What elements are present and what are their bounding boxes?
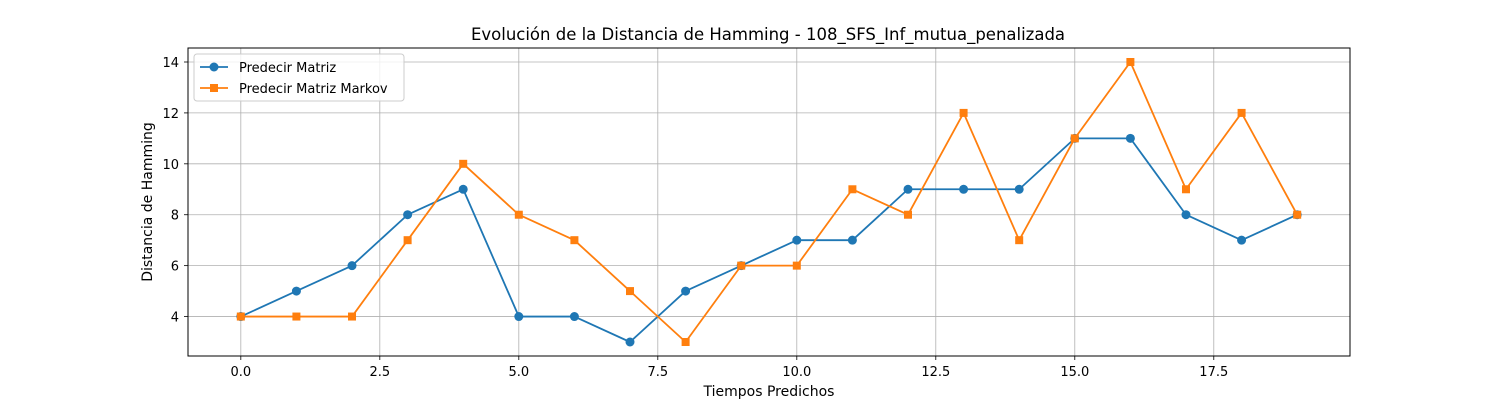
y-tick-label: 4	[171, 311, 179, 326]
legend-item: Predecir Matriz Markov	[200, 82, 388, 97]
data-point	[681, 338, 690, 346]
data-point	[348, 312, 357, 321]
legend: Predecir Matriz Predecir Matriz Markov	[193, 53, 405, 102]
y-axis-label: Distancia de Hamming	[140, 122, 156, 282]
y-tick-label: 10	[162, 158, 179, 173]
legend-label: Predecir Matriz Markov	[239, 82, 388, 97]
data-point	[1015, 236, 1024, 245]
data-point	[848, 185, 857, 194]
data-point	[1237, 108, 1246, 117]
x-tick-label: 17.5	[1199, 365, 1228, 380]
y-tick-label: 8	[171, 209, 179, 224]
x-axis-label: Tiempos Predichos	[703, 384, 835, 400]
data-point	[292, 312, 301, 321]
data-point	[681, 286, 691, 296]
data-point	[737, 261, 746, 270]
y-tick-label: 14	[162, 56, 179, 71]
data-point	[1237, 235, 1247, 245]
plot-frame	[187, 47, 1351, 357]
data-point	[1181, 185, 1190, 194]
data-point	[514, 312, 524, 322]
data-point	[569, 312, 579, 322]
x-tick-label: 15.0	[1060, 365, 1089, 380]
data-point	[459, 159, 468, 168]
data-point	[1125, 133, 1135, 143]
data-point	[1070, 134, 1079, 143]
data-point	[625, 337, 635, 347]
data-point	[514, 210, 523, 219]
data-point	[903, 210, 912, 219]
legend-item: Predecir Matriz	[200, 61, 336, 76]
y-axis: 4 6 8 10 12 14	[162, 56, 188, 326]
series-1	[236, 58, 1302, 346]
data-point	[626, 287, 635, 296]
x-tick-label: 12.5	[921, 365, 950, 380]
series-0	[236, 133, 1302, 347]
x-axis: 0.0 2.5 5.0 7.5 10.0 12.5 15.0 17.5	[230, 356, 1228, 380]
data-point	[847, 235, 857, 245]
x-tick-label: 10.0	[782, 365, 811, 380]
data-point	[1293, 210, 1302, 219]
data-point	[1181, 210, 1191, 220]
x-tick-label: 5.0	[508, 365, 529, 380]
data-point	[903, 184, 913, 194]
data-point	[1126, 58, 1135, 66]
data-point	[403, 210, 413, 220]
data-point	[347, 261, 357, 271]
data-point	[792, 235, 802, 245]
x-tick-label: 2.5	[369, 365, 390, 380]
legend-box	[193, 53, 405, 102]
data-point	[570, 236, 579, 245]
data-point	[403, 236, 412, 245]
data-point	[959, 108, 968, 117]
series-line	[240, 61, 1298, 343]
data-point	[291, 286, 301, 296]
series-line	[240, 137, 1298, 343]
series-layer	[236, 58, 1302, 347]
y-tick-label: 12	[162, 107, 179, 122]
y-tick-label: 6	[171, 260, 179, 275]
x-tick-label: 7.5	[647, 365, 668, 380]
data-point	[792, 261, 801, 270]
x-tick-label: 0.0	[230, 365, 251, 380]
data-point	[458, 184, 468, 194]
data-point	[1014, 184, 1024, 194]
data-point	[959, 184, 969, 194]
legend-label: Predecir Matriz	[239, 61, 336, 76]
data-point	[236, 312, 245, 321]
legend-marker	[209, 62, 219, 72]
legend-marker	[210, 84, 218, 92]
chart-title: Evolución de la Distancia de Hamming - 1…	[471, 25, 1065, 45]
